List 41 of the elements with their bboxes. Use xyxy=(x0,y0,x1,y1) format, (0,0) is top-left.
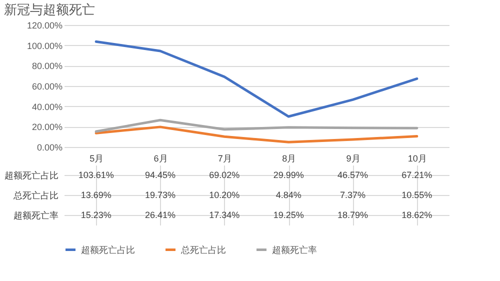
data-label: 10.55% xyxy=(402,190,432,200)
data-label: 7.37% xyxy=(340,190,366,200)
y-tick-label: 20.00% xyxy=(32,122,62,132)
x-tick-label: 5月 xyxy=(90,154,104,164)
data-label: 10.20% xyxy=(209,190,240,200)
data-label: 94.45% xyxy=(144,170,176,180)
x-tick-label: 8月 xyxy=(282,154,296,164)
legend-label: 超额死亡率 xyxy=(272,244,317,255)
data-label: 4.84% xyxy=(276,190,302,200)
y-tick-label: 120.00% xyxy=(26,20,62,30)
x-tick-label: 9月 xyxy=(346,154,360,164)
line-series xyxy=(94,118,418,133)
data-label: 19.73% xyxy=(144,190,176,200)
data-label: 29.99% xyxy=(273,170,304,180)
text: 总死亡占比 xyxy=(14,190,58,200)
data-label: 18.79% xyxy=(337,210,368,220)
y-tick-label: 0.00% xyxy=(36,142,62,152)
y-tick-label: 60.00% xyxy=(32,82,62,92)
y-tick-label: 100.00% xyxy=(26,40,62,51)
data-label: 67.21% xyxy=(402,170,432,180)
data-label: 15.23% xyxy=(80,210,112,220)
line-series xyxy=(94,40,418,118)
data-label: 19.25% xyxy=(273,210,304,220)
data-label: 46.57% xyxy=(337,170,368,180)
x-tick-label: 10月 xyxy=(408,154,427,164)
x-tick-label: 6月 xyxy=(154,154,168,164)
legend-label: 超额死亡占比 xyxy=(81,244,135,255)
text: 超额死亡率 xyxy=(14,210,58,220)
y-tick-label: 80.00% xyxy=(32,61,62,72)
x-tick-label: 7月 xyxy=(218,154,232,164)
line-series xyxy=(94,126,418,144)
text: 超额死亡占比 xyxy=(4,170,58,180)
data-label: 26.41% xyxy=(144,210,176,220)
legend-label: 总死亡占比 xyxy=(180,244,226,255)
data-label: 69.02% xyxy=(209,170,240,180)
data-label: 17.34% xyxy=(209,210,240,220)
data-label: 18.62% xyxy=(402,210,432,220)
y-tick-label: 40.00% xyxy=(32,102,62,112)
data-label: 13.69% xyxy=(80,190,112,200)
data-label: 103.61% xyxy=(78,170,114,180)
chart-title: 新冠与超额死亡 xyxy=(4,2,95,17)
